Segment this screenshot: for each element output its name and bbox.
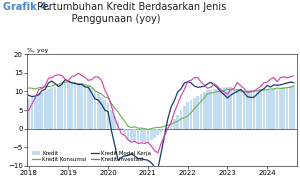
Bar [130,129,133,141]
Bar [167,128,169,129]
Bar [100,97,103,129]
Bar [176,115,179,129]
Bar [143,129,146,142]
Bar [230,87,232,129]
Bar [223,87,226,129]
Text: %, yoy: %, yoy [27,48,48,53]
Bar [44,91,46,129]
Bar [97,94,100,129]
Bar [84,84,86,129]
Bar [186,102,189,129]
Bar [292,85,295,129]
Bar [136,129,139,142]
Bar [269,90,272,129]
Bar [120,128,123,129]
Bar [213,89,215,129]
Bar [243,90,245,129]
Bar [40,93,43,129]
Bar [196,96,199,129]
Bar [173,119,176,129]
Bar [282,87,285,129]
Bar [27,99,30,129]
Bar [34,96,37,129]
Bar [289,86,292,129]
Bar [206,90,209,129]
Bar [203,92,206,129]
Bar [256,90,259,129]
Bar [37,94,40,129]
Bar [253,90,255,129]
Bar [262,90,265,129]
Bar [219,88,222,129]
Bar [80,84,83,129]
Bar [110,110,113,129]
Bar [117,122,119,129]
Text: Pertumbuhan Kredit Berdasarkan Jenis
            Penggunaan (yoy): Pertumbuhan Kredit Berdasarkan Jenis Pen… [34,2,227,24]
Bar [150,129,153,140]
Bar [70,82,73,129]
Bar [266,90,268,129]
Bar [246,90,249,129]
Bar [77,83,80,129]
Bar [239,89,242,129]
Bar [47,90,50,129]
Bar [183,106,186,129]
Bar [90,88,93,129]
Bar [209,90,212,129]
Bar [133,129,136,141]
Bar [50,88,53,129]
Bar [153,129,156,138]
Bar [123,129,126,135]
Bar [259,90,262,129]
Bar [103,100,106,129]
Bar [276,89,278,129]
Bar [107,103,110,129]
Bar [233,88,236,129]
Bar [127,129,129,141]
Bar [200,94,202,129]
Bar [226,87,229,129]
Bar [286,87,288,129]
Bar [113,116,116,129]
Bar [236,89,239,129]
Bar [272,89,275,129]
Bar [193,98,196,129]
Bar [180,110,182,129]
Bar [160,129,163,133]
Bar [31,97,33,129]
Bar [157,129,159,135]
Bar [146,129,149,143]
Bar [94,91,96,129]
Text: Grafik 4.: Grafik 4. [3,2,51,12]
Legend: Kredit, Kredit Konsumsi, Kredit Modal Kerja, Kredit Investasi: Kredit, Kredit Konsumsi, Kredit Modal Ke… [32,151,151,162]
Bar [249,90,252,129]
Bar [163,129,166,130]
Bar [190,100,192,129]
Bar [74,83,76,129]
Bar [60,85,63,129]
Bar [216,89,219,129]
Bar [279,88,282,129]
Bar [64,83,66,129]
Bar [57,86,60,129]
Bar [54,87,56,129]
Bar [87,85,90,129]
Bar [140,129,142,142]
Bar [67,82,70,129]
Bar [170,123,172,129]
